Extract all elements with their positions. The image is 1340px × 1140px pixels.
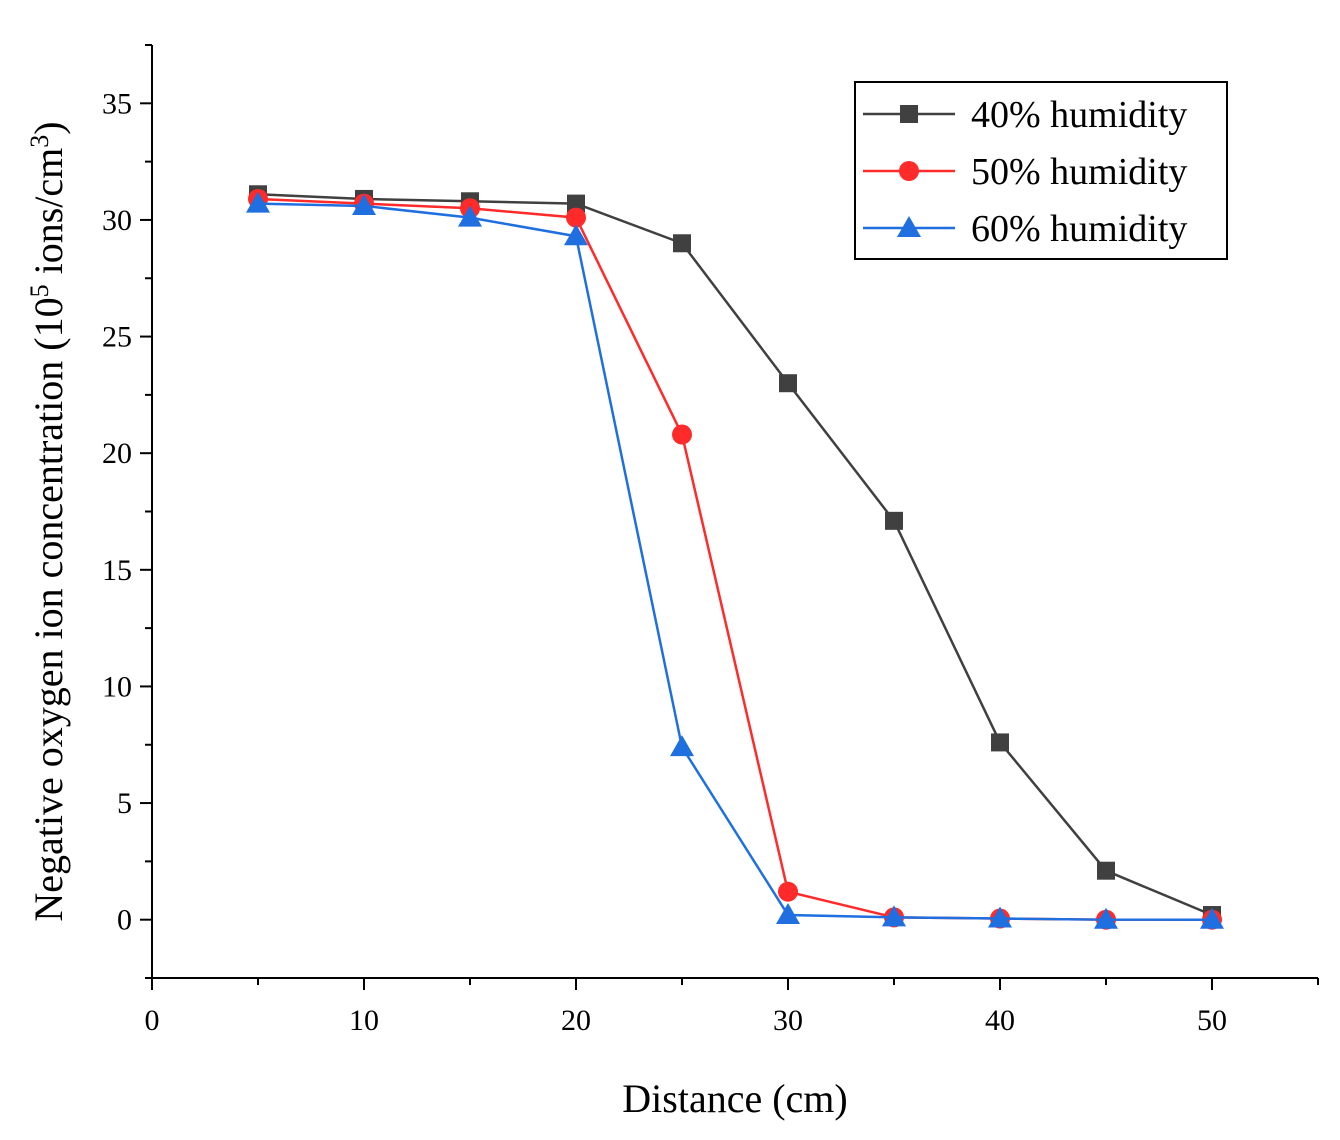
data-point xyxy=(991,733,1009,752)
y-tick-label: 30 xyxy=(102,204,132,237)
y-axis-title-sup1: 5 xyxy=(25,284,54,297)
y-axis-title-suffix: ) xyxy=(26,121,71,134)
data-point xyxy=(458,205,482,227)
data-point xyxy=(885,511,903,530)
legend-item: 50% humidity xyxy=(863,151,1187,193)
data-point xyxy=(352,193,376,215)
data-point xyxy=(672,424,692,445)
legend-label: 50% humidity xyxy=(971,151,1187,193)
data-point xyxy=(1200,907,1224,929)
data-point xyxy=(670,735,694,757)
y-tick-label: 5 xyxy=(117,787,132,820)
x-tick-label: 50 xyxy=(1197,1004,1227,1037)
x-tick-label: 40 xyxy=(985,1004,1015,1037)
data-point xyxy=(1097,861,1115,880)
legend-marker xyxy=(899,161,919,181)
data-point xyxy=(988,906,1012,928)
x-tick-label: 30 xyxy=(773,1004,803,1037)
series-line xyxy=(257,197,1212,921)
x-tick-label: 10 xyxy=(349,1004,379,1037)
x-tick-label: 20 xyxy=(561,1004,591,1037)
y-tick-label: 35 xyxy=(102,87,132,120)
x-tick-label: 0 xyxy=(145,1004,160,1037)
data-point xyxy=(567,194,585,213)
series-line xyxy=(257,193,1213,917)
y-tick-label: 10 xyxy=(102,670,132,703)
legend: 40% humidity 50% humidity 60% humidity xyxy=(854,81,1228,260)
series-2 xyxy=(248,188,1222,930)
x-axis-title: Distance (cm) xyxy=(622,1076,847,1121)
series-line xyxy=(257,202,1212,921)
y-tick-label: 20 xyxy=(102,437,132,470)
y-tick-label: 25 xyxy=(102,321,132,354)
legend-label: 40% humidity xyxy=(971,94,1187,136)
data-point xyxy=(564,224,588,246)
y-axis-title-middle: ions/cm xyxy=(26,148,71,285)
data-point xyxy=(673,234,691,253)
data-point xyxy=(882,905,906,927)
legend-label: 60% humidity xyxy=(971,208,1187,250)
legend-item: 40% humidity xyxy=(863,94,1187,136)
y-axis-title-sup2: 3 xyxy=(25,135,54,148)
series-3 xyxy=(246,191,1224,929)
data-point xyxy=(566,207,586,228)
data-point xyxy=(779,374,797,393)
legend-marker xyxy=(900,105,918,123)
legend-marker xyxy=(897,216,921,237)
data-point xyxy=(778,881,798,902)
y-tick-label: 15 xyxy=(102,554,132,587)
y-tick-label: 0 xyxy=(117,904,132,937)
series-1 xyxy=(249,185,1221,925)
legend-item: 60% humidity xyxy=(863,208,1187,250)
data-point xyxy=(776,903,800,925)
data-point xyxy=(246,191,270,213)
data-point xyxy=(1094,907,1118,929)
y-axis-title: Negative oxygen ion concentration (105 i… xyxy=(25,121,72,921)
y-axis-title-prefix: Negative oxygen ion concentration (10 xyxy=(26,297,71,921)
